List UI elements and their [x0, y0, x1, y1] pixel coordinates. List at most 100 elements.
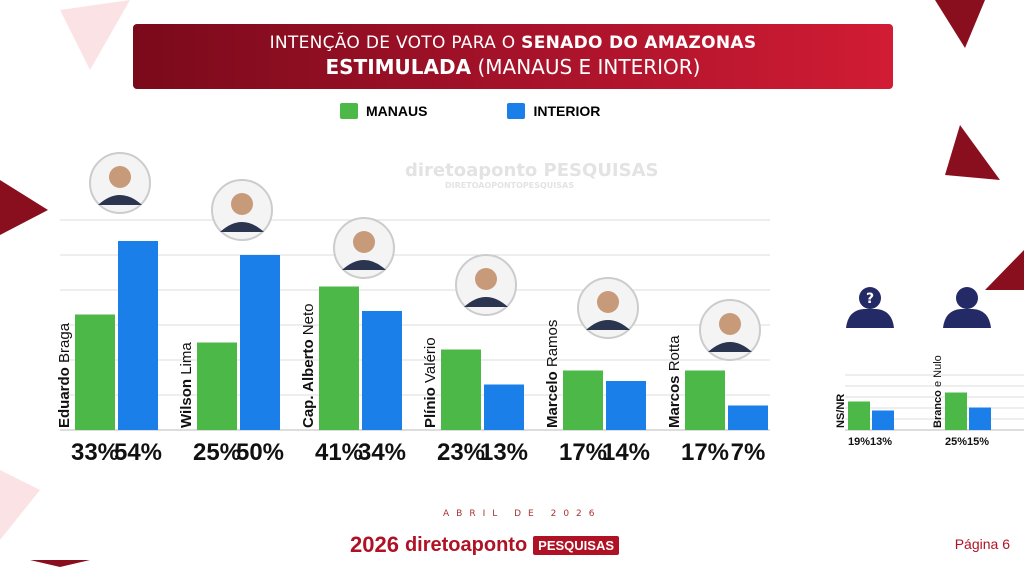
value-label: 19% — [848, 436, 870, 448]
photo-face — [475, 268, 497, 290]
photo-suit — [98, 195, 142, 205]
page-number: Página 6 — [954, 536, 1010, 552]
value-label: 25% — [193, 439, 241, 466]
candidate-name-rest: Lima — [178, 342, 195, 379]
legend-swatch-manaus — [340, 103, 358, 119]
footer-logo: 2026 diretoaponto PESQUISAS — [350, 532, 620, 558]
bar-interior — [118, 241, 158, 430]
bar-manaus — [848, 401, 870, 430]
candidate-name-rest: Braga — [56, 322, 73, 367]
subtitle-bold: ESTIMULADA — [325, 55, 472, 79]
candidate-name: Marcos Rotta — [666, 335, 683, 428]
bar-interior — [484, 384, 524, 430]
legend-label-manaus: MANAUS — [366, 103, 428, 119]
value-label: 25% — [945, 436, 967, 448]
photo-face — [719, 313, 741, 335]
category-name: NS/NR — [835, 394, 847, 428]
logo-tag: PESQUISAS — [533, 535, 620, 555]
photo-face — [109, 166, 131, 188]
legend: MANAUS INTERIOR — [340, 103, 600, 119]
bar-interior — [969, 407, 991, 430]
photo-suit — [586, 320, 630, 330]
photo-face — [597, 291, 619, 313]
bar-manaus — [75, 314, 115, 430]
bar-manaus — [945, 392, 967, 430]
value-label: 15% — [967, 436, 989, 448]
bar-interior — [606, 381, 646, 430]
bar-manaus — [685, 370, 725, 430]
bar-manaus — [319, 286, 359, 430]
value-label: 14% — [602, 439, 650, 466]
person-icon — [943, 287, 991, 328]
icon-body — [943, 309, 991, 328]
bar-manaus — [441, 349, 481, 430]
photo-face — [231, 193, 253, 215]
value-label: 41% — [315, 439, 363, 466]
candidate-name-bold: Marcelo — [544, 371, 561, 428]
value-label: 34% — [358, 439, 406, 466]
bar-interior — [872, 410, 894, 430]
value-label: 7% — [731, 439, 766, 466]
category-name-rest: e Nulo — [932, 355, 944, 390]
legend-manaus: MANAUS — [340, 103, 427, 119]
candidate-photo — [333, 217, 395, 279]
candidate-photo — [211, 179, 273, 241]
unknown-person-icon — [846, 287, 894, 328]
title-bold: SENADO DO AMAZONAS — [521, 33, 757, 53]
candidate-name-bold: Marcos — [666, 375, 683, 428]
bar-interior — [728, 405, 768, 430]
candidate-name: Marcelo Ramos — [544, 320, 561, 428]
legend-interior: INTERIOR — [507, 103, 600, 119]
candidate-name: Eduardo Braga — [56, 322, 73, 428]
watermark-brand: diretoaponto PESQUISAS — [405, 160, 659, 181]
value-label: 50% — [236, 439, 284, 466]
category-name-bold: Branco — [932, 390, 944, 428]
candidate-name-bold: Cap. Alberto — [300, 339, 317, 428]
candidate-name: Wilson Lima — [178, 342, 195, 428]
photo-suit — [220, 222, 264, 232]
icon-head — [859, 287, 881, 309]
candidate-name-rest: Ramos — [544, 320, 561, 372]
category-name: Branco e Nulo — [932, 355, 944, 428]
logo-year: 2026 — [350, 532, 399, 557]
icon-head — [956, 287, 978, 309]
candidate-photo — [699, 299, 761, 361]
photo-suit — [342, 260, 386, 270]
report-date: ABRIL DE 2026 — [443, 509, 602, 519]
value-label: 23% — [437, 439, 485, 466]
watermark: diretoaponto PESQUISAS DIRETOAOPONTOPESQU… — [405, 160, 659, 190]
value-label: 33% — [71, 439, 119, 466]
value-label: 54% — [114, 439, 162, 466]
candidate-photo — [455, 254, 517, 316]
photo-suit — [708, 342, 752, 352]
value-label: 13% — [480, 439, 528, 466]
candidate-name: Plínio Valério — [422, 337, 439, 428]
candidate-name-rest: Valério — [422, 337, 439, 387]
candidate-name-bold: Eduardo — [56, 367, 73, 428]
bar-manaus — [563, 370, 603, 430]
photo-suit — [464, 297, 508, 307]
photo-face — [353, 231, 375, 253]
icon-body — [846, 309, 894, 328]
bar-interior — [362, 311, 402, 430]
candidate-photo — [89, 152, 151, 214]
question-mark: ? — [866, 291, 874, 307]
candidate-name-rest: Neto — [300, 304, 317, 340]
subtitle-rest: (MANAUS E INTERIOR) — [471, 55, 701, 79]
value-label: 17% — [681, 439, 729, 466]
bar-interior — [240, 255, 280, 430]
legend-swatch-interior — [507, 103, 526, 119]
legend-label-interior: INTERIOR — [533, 103, 601, 119]
title-banner: INTENÇÃO DE VOTO PARA O SENADO DO AMAZON… — [133, 24, 893, 89]
candidate-name-bold: Plínio — [422, 387, 439, 428]
logo-brand: diretoaponto — [404, 533, 528, 556]
title-prefix: INTENÇÃO DE VOTO PARA O — [269, 33, 522, 53]
value-label: 13% — [870, 436, 892, 448]
candidate-photo — [577, 277, 639, 339]
category-name-bold: NS/NR — [835, 394, 847, 428]
watermark-url: DIRETOAOPONTOPESQUISAS — [445, 181, 574, 190]
candidate-name-bold: Wilson — [178, 379, 195, 428]
candidate-name-rest: Rotta — [666, 335, 683, 376]
bar-manaus — [197, 342, 237, 430]
